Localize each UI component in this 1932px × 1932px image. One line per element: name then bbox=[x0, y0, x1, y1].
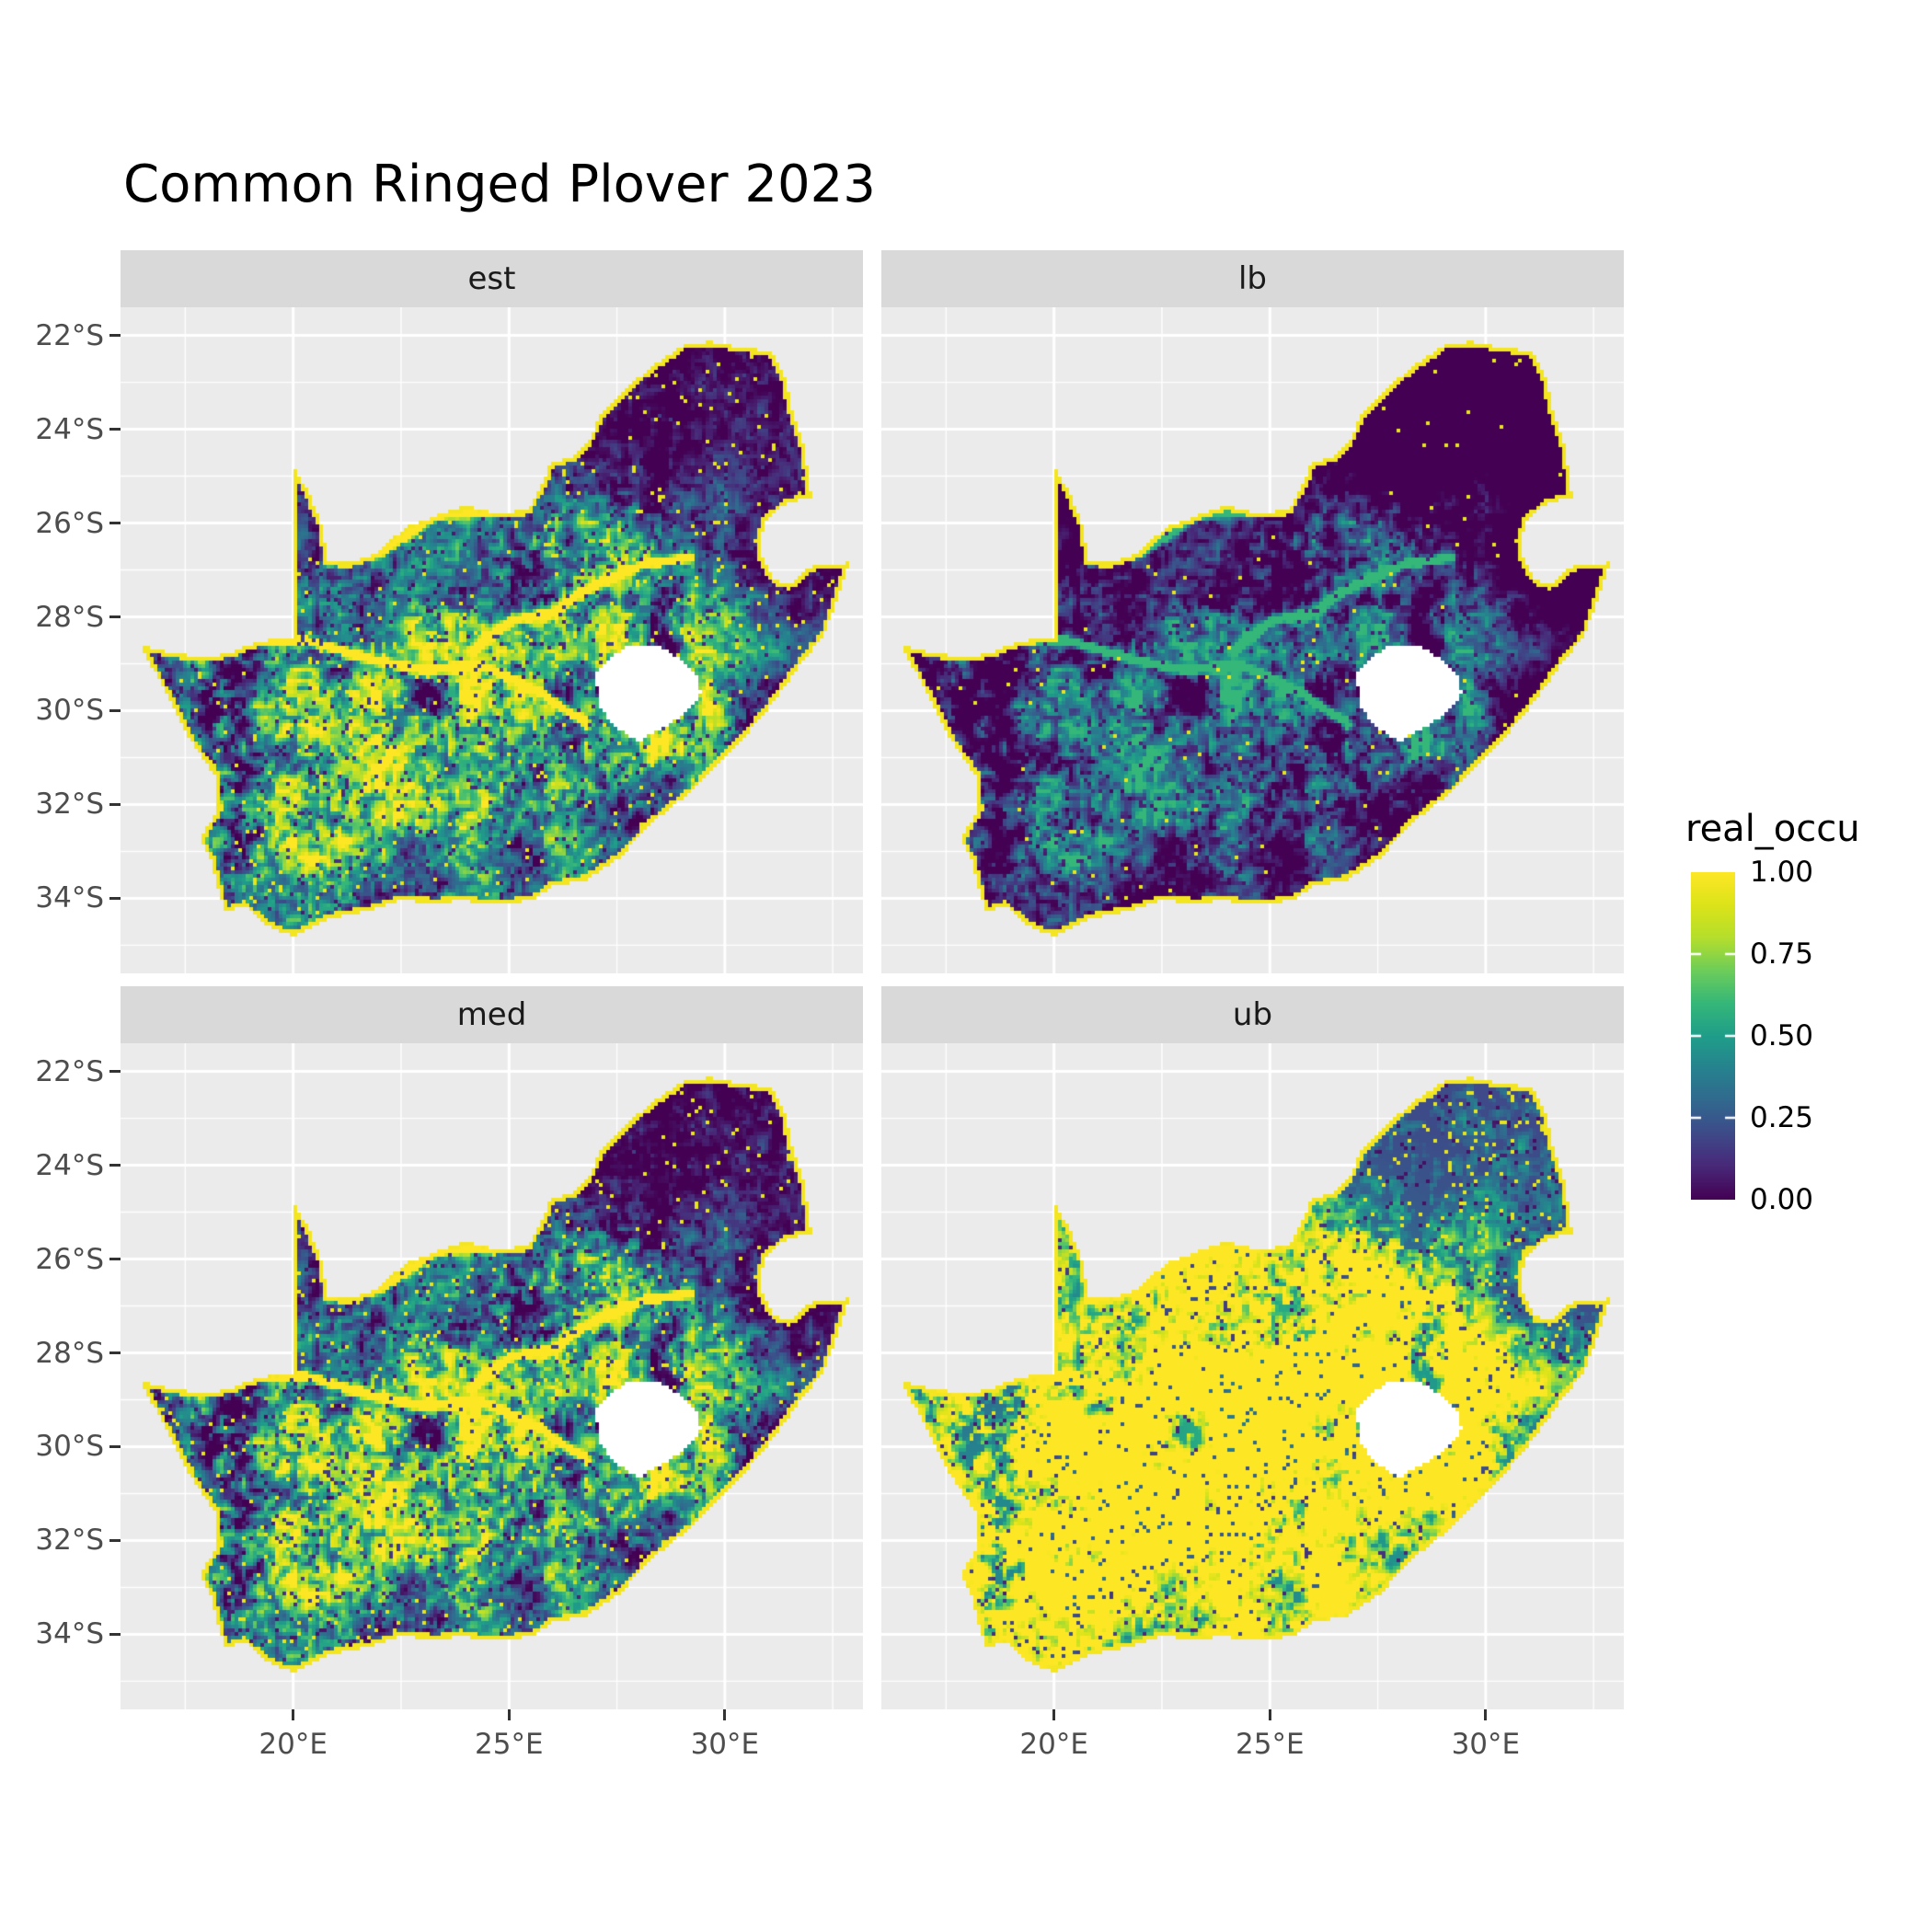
y-tick-mark bbox=[109, 1164, 121, 1167]
legend-label: 1.00 bbox=[1750, 856, 1814, 889]
facet-strip-med: med bbox=[121, 986, 863, 1043]
y-tick-mark bbox=[109, 615, 121, 618]
y-tick-mark bbox=[109, 1070, 121, 1074]
map-panel-lb bbox=[881, 307, 1624, 973]
chart-title: Common Ringed Plover 2023 bbox=[123, 155, 876, 214]
legend-label: 0.25 bbox=[1750, 1101, 1814, 1134]
y-tick-mark bbox=[109, 1258, 121, 1261]
x-tick-label: 20°E bbox=[259, 1728, 328, 1761]
legend-colorbar bbox=[1691, 872, 1735, 1200]
y-tick-mark bbox=[109, 428, 121, 431]
facet-strip-ub-label: ub bbox=[1232, 996, 1273, 1033]
x-tick-mark bbox=[1052, 1709, 1056, 1720]
y-tick-mark bbox=[109, 1444, 121, 1448]
y-tick-label: 22°S bbox=[35, 318, 104, 352]
legend-label: 0.00 bbox=[1750, 1183, 1814, 1216]
y-tick-label: 32°S bbox=[35, 788, 104, 822]
x-tick-mark bbox=[1268, 1709, 1271, 1720]
y-tick-label: 28°S bbox=[35, 1336, 104, 1370]
map-panel-med bbox=[121, 1043, 863, 1709]
y-tick-mark bbox=[109, 708, 121, 712]
facet-strip-lb-label: lb bbox=[1237, 260, 1268, 297]
x-tick-label: 30°E bbox=[1451, 1728, 1521, 1761]
y-tick-mark bbox=[109, 802, 121, 806]
y-tick-mark bbox=[109, 334, 121, 338]
y-tick-mark bbox=[109, 1351, 121, 1354]
legend-title: real_occu bbox=[1685, 808, 1860, 850]
legend-label: 0.50 bbox=[1750, 1019, 1814, 1052]
x-tick-label: 20°E bbox=[1019, 1728, 1088, 1761]
y-tick-label: 26°S bbox=[35, 1242, 104, 1276]
legend-label: 0.75 bbox=[1750, 937, 1814, 971]
y-tick-label: 24°S bbox=[35, 1148, 104, 1182]
facet-strip-est: est bbox=[121, 250, 863, 307]
facet-strip-ub: ub bbox=[881, 986, 1624, 1043]
facet-strip-est-label: est bbox=[467, 260, 516, 297]
x-tick-label: 25°E bbox=[474, 1728, 544, 1761]
y-tick-label: 32°S bbox=[35, 1524, 104, 1558]
y-tick-mark bbox=[109, 1632, 121, 1636]
y-tick-label: 24°S bbox=[35, 412, 104, 446]
y-tick-label: 22°S bbox=[35, 1054, 104, 1088]
x-tick-mark bbox=[1484, 1709, 1488, 1720]
y-tick-mark bbox=[109, 896, 121, 900]
map-panel-ub bbox=[881, 1043, 1624, 1709]
y-tick-label: 30°S bbox=[35, 1430, 104, 1464]
y-tick-label: 34°S bbox=[35, 881, 104, 915]
y-tick-label: 28°S bbox=[35, 600, 104, 634]
facet-strip-lb: lb bbox=[881, 250, 1624, 307]
y-tick-label: 34°S bbox=[35, 1617, 104, 1651]
x-tick-mark bbox=[723, 1709, 727, 1720]
y-tick-mark bbox=[109, 522, 121, 525]
y-tick-label: 30°S bbox=[35, 694, 104, 728]
map-panel-est bbox=[121, 307, 863, 973]
x-tick-mark bbox=[507, 1709, 511, 1720]
facet-strip-med-label: med bbox=[456, 996, 527, 1033]
x-tick-label: 25°E bbox=[1235, 1728, 1305, 1761]
x-tick-mark bbox=[292, 1709, 295, 1720]
y-tick-label: 26°S bbox=[35, 506, 104, 540]
y-tick-mark bbox=[109, 1538, 121, 1542]
x-tick-label: 30°E bbox=[690, 1728, 760, 1761]
